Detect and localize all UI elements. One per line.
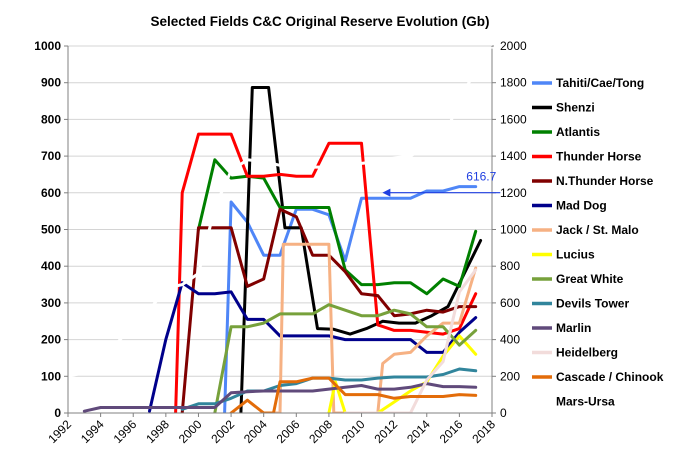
y-tick-label-left: 0	[54, 406, 61, 420]
x-tick-label: 2010	[339, 417, 368, 446]
x-tick-label: 1998	[143, 417, 172, 446]
y-tick-label-right: 800	[500, 259, 520, 273]
legend-label: Atlantis	[556, 125, 600, 139]
series-line-11	[343, 268, 478, 413]
legend-label: Devils Tower	[556, 297, 629, 311]
y-tick-label-left: 900	[41, 76, 61, 90]
x-tick-label: 2012	[371, 417, 400, 446]
series-layer	[68, 68, 483, 413]
series-line-2	[197, 158, 478, 296]
x-tick-label: 2002	[208, 417, 237, 446]
annotation-label: 616.7	[466, 170, 496, 184]
x-tick-label: 2014	[404, 417, 433, 446]
x-tick-label: 2018	[469, 417, 498, 446]
legend-label: Marlin	[556, 321, 591, 335]
x-tick-label: 2016	[437, 417, 466, 446]
y-tick-label-left: 400	[41, 259, 61, 273]
x-tick-label: 2006	[274, 417, 303, 446]
y-tick-label-left: 700	[41, 149, 61, 163]
x-tick-label: 1996	[111, 417, 140, 446]
series-line-10	[82, 382, 478, 413]
y-tick-label-right: 200	[500, 369, 520, 383]
y-tick-label-right: 400	[500, 333, 520, 347]
y-tick-label-left: 100	[41, 369, 61, 383]
series-line-8	[213, 303, 478, 413]
y-tick-label-right: 1400	[500, 149, 527, 163]
y-tick-label-left: 800	[41, 112, 61, 126]
y-tick-label-right: 2000	[500, 39, 527, 53]
series-line-7	[327, 334, 478, 413]
x-tick-label: 1994	[78, 417, 107, 446]
y-tick-label-left: 600	[41, 186, 61, 200]
y-tick-label-right: 1800	[500, 76, 527, 90]
legend-label: Tahiti/Cae/Tong	[556, 76, 644, 90]
series-line-6	[262, 242, 478, 413]
legend: Tahiti/Cae/Tong Shenzi Atlantis Thunder Hor…	[532, 76, 664, 409]
chart-title: Selected Fields C&C Original Reserve Evo…	[150, 14, 489, 29]
legend-label: Lucius	[556, 248, 595, 262]
x-tick-label: 1992	[45, 417, 74, 446]
series-line-0	[223, 185, 478, 413]
x-tick-label: 2004	[241, 417, 270, 446]
series-line-3	[174, 132, 478, 413]
y-tick-label-right: 0	[500, 406, 507, 420]
y-tick-label-right: 1000	[500, 223, 527, 237]
legend-label: Jack / St. Malo	[556, 223, 639, 237]
x-tick-label: 2008	[306, 417, 335, 446]
legend-label: Thunder Horse	[556, 150, 642, 164]
y-tick-label-left: 1000	[34, 39, 61, 53]
legend-label: Mad Dog	[556, 199, 607, 213]
y-tick-label-left: 200	[41, 333, 61, 347]
series-line-5	[148, 281, 478, 413]
y-tick-label-left: 300	[41, 296, 61, 310]
annotation-label: 1871.3	[412, 53, 449, 67]
legend-label: Shenzi	[556, 101, 595, 115]
legend-label: Heidelberg	[556, 346, 618, 360]
legend-label: Mars-Ursa	[556, 395, 615, 409]
legend-label: N.Thunder Horse	[556, 174, 654, 188]
y-tick-label-right: 1600	[500, 112, 527, 126]
legend-label: Great White	[556, 272, 624, 286]
y-tick-label-right: 1200	[500, 186, 527, 200]
series-line-12	[229, 376, 478, 413]
y-tick-label-right: 600	[500, 296, 520, 310]
annotations: 1871.3 616.7	[382, 43, 502, 197]
y-tick-label-left: 500	[41, 223, 61, 237]
series-line-13	[68, 68, 478, 378]
x-tick-label: 2000	[176, 417, 205, 446]
legend-label: Cascade / Chinook	[556, 370, 664, 384]
